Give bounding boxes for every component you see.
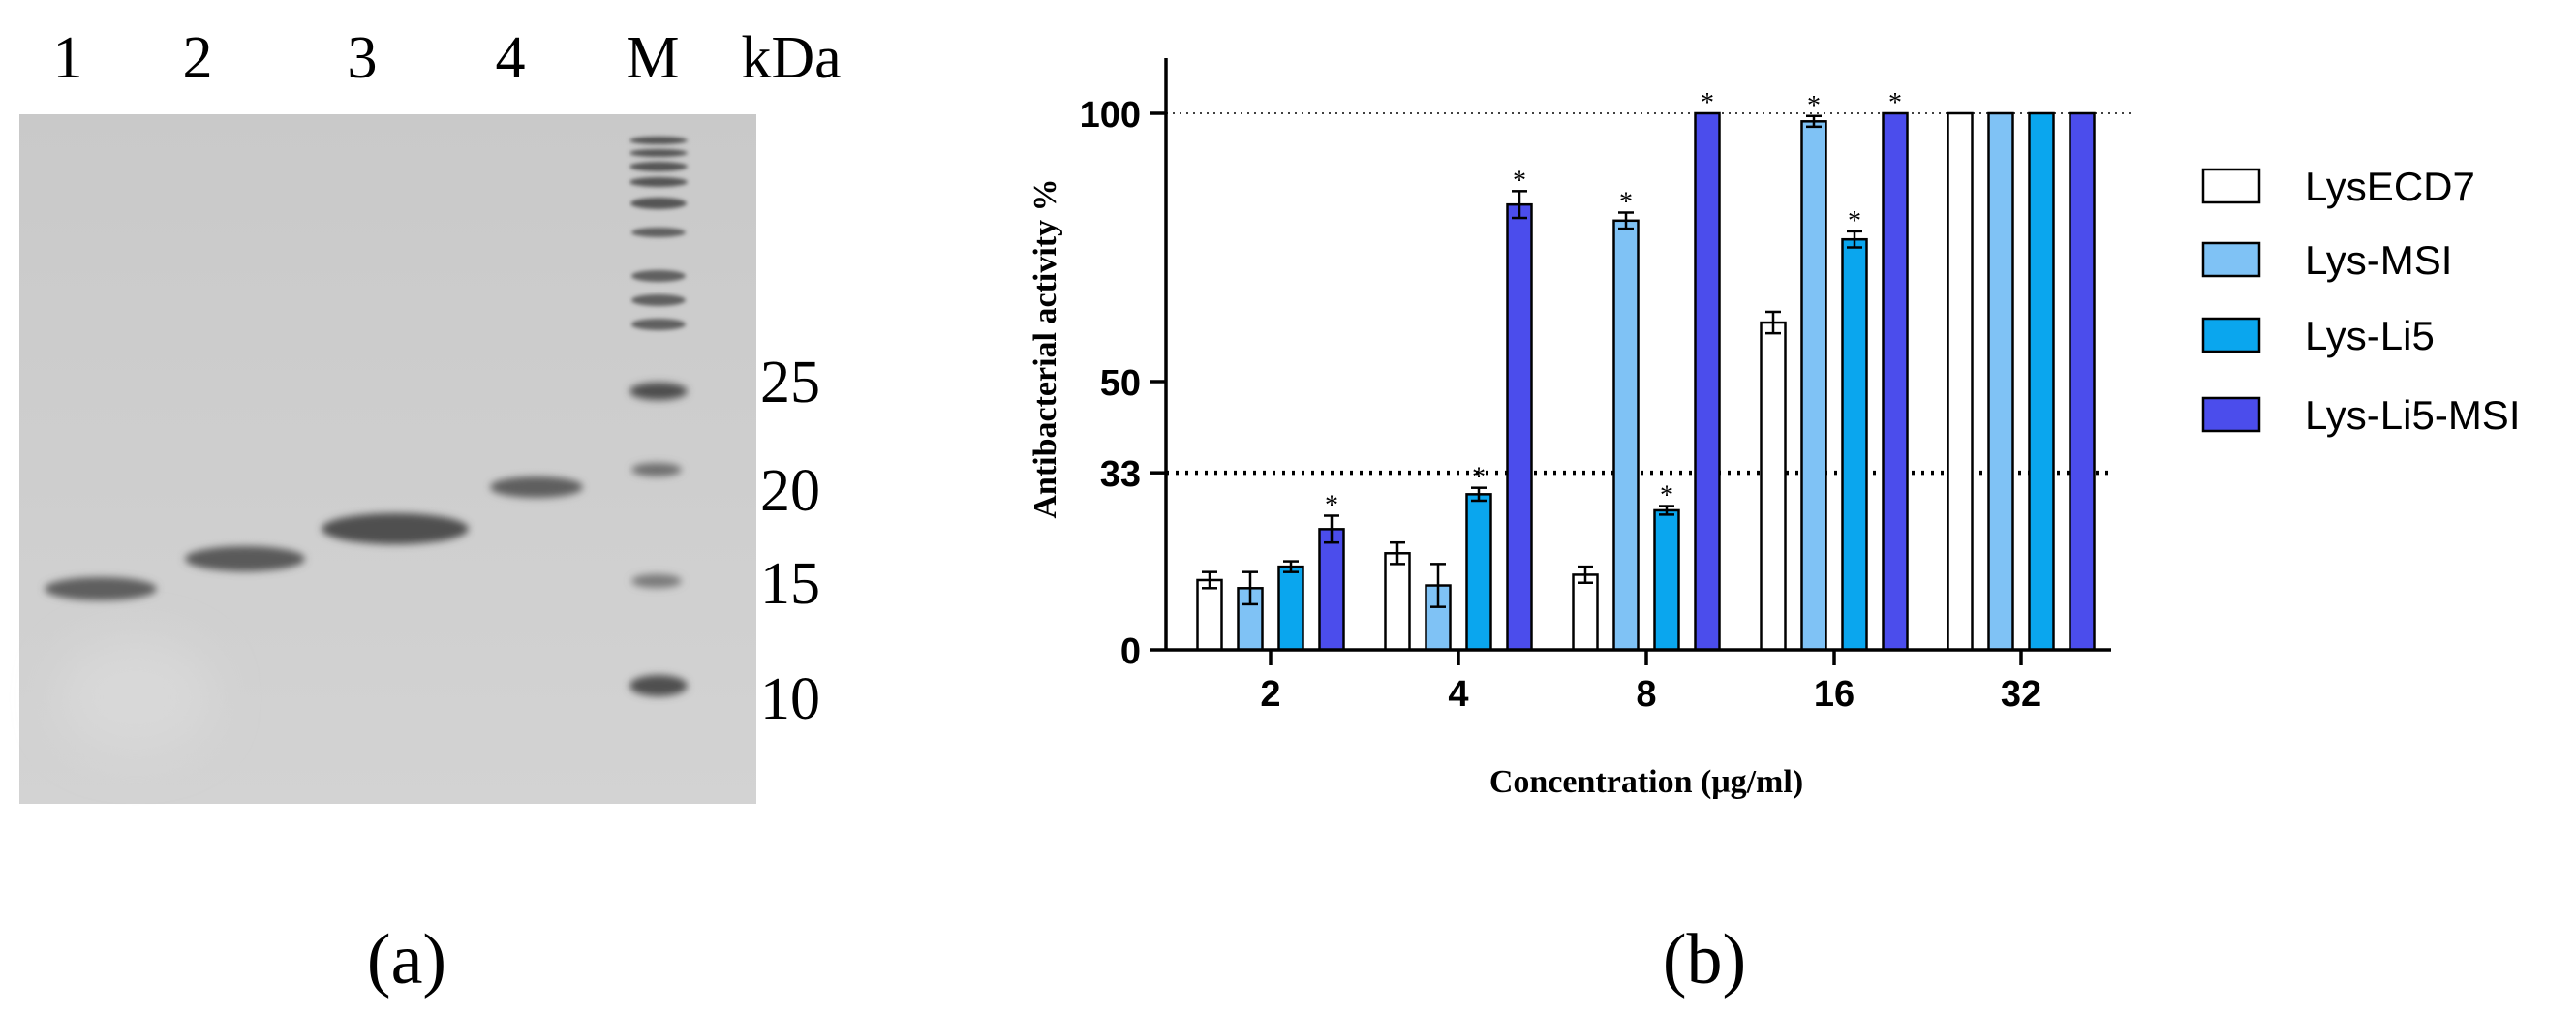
bar-lys-li5-msi-2: [1318, 528, 1345, 652]
significance-star: *: [1807, 91, 1821, 121]
ladder-band: [631, 270, 686, 282]
legend-swatch-lys-li5: [2201, 317, 2261, 353]
ladder-band-10kda: [629, 675, 688, 696]
bar-lys-li5-2: [1277, 565, 1304, 652]
bar-lys-li5-8: [1653, 508, 1680, 652]
y-axis-ticks: 0 33 50 100: [1080, 95, 1166, 672]
ladder-band-15kda: [631, 574, 682, 588]
y-tick-label: 100: [1080, 95, 1141, 136]
bar-lysecd7-8: [1572, 573, 1599, 652]
ladder-band-25kda: [629, 383, 688, 400]
bar-chart: * * * * * * * * * 0 33 50 100 2 4 8 16 32 Antibacterial…: [1027, 58, 2521, 800]
panel-label-a: (a): [367, 920, 446, 999]
ladder-band: [631, 228, 686, 237]
x-tick-label: 32: [2001, 674, 2041, 715]
legend-swatch-lysecd7: [2201, 168, 2261, 204]
legend-label-lys-li5: Lys-Li5: [2305, 313, 2435, 358]
x-axis-ticks: 2 4 8 16 32: [1260, 650, 2041, 715]
protein-band-lane-1: [45, 577, 157, 600]
bar-lys-li5-msi-4: [1506, 202, 1533, 652]
marker-label-20: 20: [760, 458, 820, 524]
lane-label-2: 2: [183, 25, 213, 91]
legend-swatch-lys-li5-msi: [2201, 396, 2261, 433]
lane-label-4: 4: [496, 25, 526, 91]
marker-label-15: 15: [760, 551, 820, 617]
bar-lysecd7-16: [1760, 321, 1787, 652]
significance-star: *: [1472, 463, 1486, 493]
significance-star: *: [1619, 187, 1633, 217]
panel-label-b: (b): [1663, 920, 1746, 999]
legend-label-lys-li5-msi: Lys-Li5-MSI: [2305, 392, 2521, 438]
bar-lysecd7-32: [1947, 111, 1974, 652]
x-tick-label: 8: [1636, 674, 1656, 715]
ladder-band: [630, 198, 687, 209]
lane-label-1: 1: [53, 25, 83, 91]
significance-star: *: [1848, 206, 1861, 236]
unit-label-kda: kDa: [741, 25, 841, 91]
bar-chart-bars: * * * * * * * * *: [1166, 88, 2135, 652]
protein-band-lane-3: [322, 513, 469, 544]
significance-star: *: [1888, 88, 1902, 118]
legend-swatch-lys-msi: [2201, 241, 2261, 278]
marker-label-10: 10: [760, 666, 820, 732]
ladder-band: [629, 162, 688, 171]
bar-lys-li5-msi-32: [2069, 111, 2096, 652]
ladder-band: [629, 137, 688, 144]
marker-label-25: 25: [760, 350, 820, 415]
bar-lys-msi-32: [1987, 111, 2014, 652]
legend-label-lysecd7: LysECD7: [2305, 164, 2475, 209]
significance-star: *: [1701, 88, 1714, 118]
significance-star: *: [1513, 166, 1526, 196]
y-tick-label: 50: [1100, 363, 1141, 404]
chart-legend: LysECD7 Lys-MSI Lys-Li5 Lys-Li5-MSI: [2201, 164, 2521, 438]
bar-lys-li5-16: [1841, 237, 1868, 652]
ladder-band-20kda: [631, 463, 682, 476]
bar-lys-msi-8: [1612, 219, 1640, 652]
significance-star: *: [1660, 481, 1673, 511]
ladder-band: [629, 177, 688, 187]
significance-star: *: [1325, 491, 1338, 521]
bar-lys-li5-4: [1465, 493, 1492, 652]
y-tick-label: 0: [1120, 631, 1141, 672]
protein-band-lane-2: [185, 546, 305, 571]
y-axis-label: Antibacterial activity %: [1027, 178, 1063, 518]
bar-lys-li5-msi-16: [1882, 111, 1909, 652]
lane-label-marker: M: [626, 25, 679, 91]
bar-lys-msi-16: [1800, 120, 1827, 652]
bar-lysecd7-4: [1384, 552, 1411, 652]
ladder-band: [631, 319, 686, 330]
marker-ladder: [629, 137, 688, 696]
x-axis-label: Concentration (μg/ml): [1489, 764, 1803, 800]
protein-band-lane-4: [490, 476, 583, 498]
ladder-band: [629, 149, 688, 157]
gel-smudge: [58, 639, 213, 755]
bar-lys-li5-msi-8: [1694, 111, 1721, 652]
x-tick-label: 4: [1448, 674, 1468, 715]
gel-panel: 1 2 3 4 M kDa: [19, 25, 842, 804]
bar-lys-li5-32: [2028, 111, 2055, 652]
bar-lysecd7-2: [1196, 578, 1223, 652]
x-tick-label: 2: [1260, 674, 1280, 715]
lane-label-3: 3: [348, 25, 378, 91]
y-tick-label: 33: [1100, 454, 1141, 495]
ladder-band: [631, 294, 686, 306]
legend-label-lys-msi: Lys-MSI: [2305, 237, 2452, 283]
x-tick-label: 16: [1814, 674, 1855, 715]
